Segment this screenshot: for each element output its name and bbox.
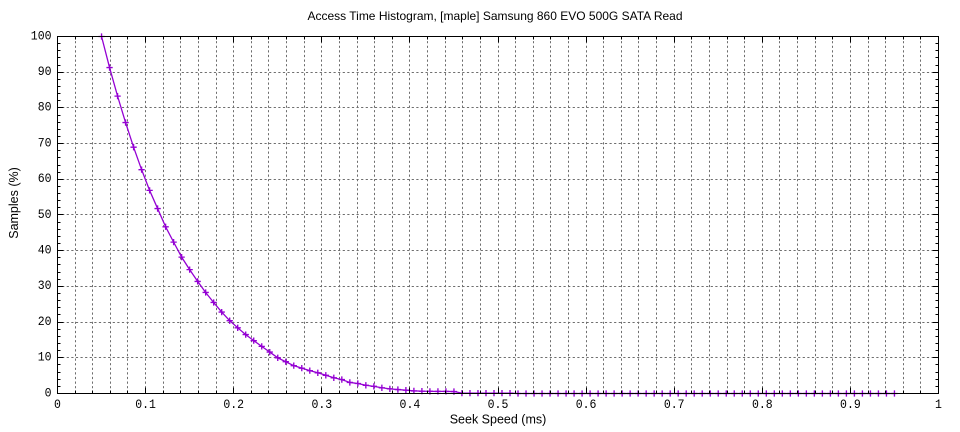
svg-text:Access Time Histogram, [maple]: Access Time Histogram, [maple] Samsung 8… bbox=[307, 9, 682, 23]
svg-text:0.1: 0.1 bbox=[135, 397, 156, 412]
svg-text:0.5: 0.5 bbox=[488, 397, 509, 412]
svg-text:0.9: 0.9 bbox=[840, 397, 861, 412]
svg-text:0.7: 0.7 bbox=[664, 397, 685, 412]
svg-text:10: 10 bbox=[38, 350, 52, 365]
svg-text:0: 0 bbox=[54, 397, 61, 412]
svg-text:0: 0 bbox=[45, 386, 52, 401]
svg-text:90: 90 bbox=[38, 64, 52, 79]
svg-text:70: 70 bbox=[38, 136, 52, 151]
svg-text:0.6: 0.6 bbox=[576, 397, 597, 412]
svg-text:0.2: 0.2 bbox=[223, 397, 244, 412]
svg-text:0.8: 0.8 bbox=[752, 397, 773, 412]
svg-text:60: 60 bbox=[38, 172, 52, 187]
svg-text:1: 1 bbox=[935, 397, 942, 412]
svg-text:Seek Speed (ms): Seek Speed (ms) bbox=[450, 413, 547, 427]
svg-text:30: 30 bbox=[38, 279, 52, 294]
svg-text:20: 20 bbox=[38, 314, 52, 329]
svg-text:80: 80 bbox=[38, 100, 52, 115]
svg-text:40: 40 bbox=[38, 243, 52, 258]
svg-text:100: 100 bbox=[31, 29, 52, 44]
svg-text:Samples (%): Samples (%) bbox=[7, 167, 21, 239]
svg-text:0.3: 0.3 bbox=[311, 397, 332, 412]
svg-text:50: 50 bbox=[38, 207, 52, 222]
svg-text:0.4: 0.4 bbox=[400, 397, 421, 412]
